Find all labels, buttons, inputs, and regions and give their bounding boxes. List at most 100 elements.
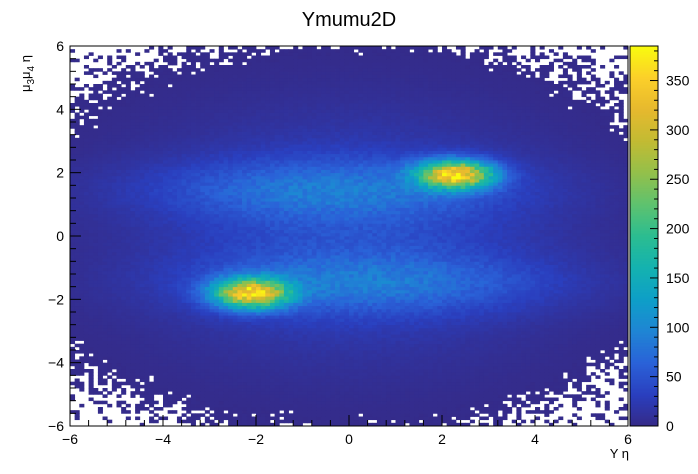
heatmap-cell xyxy=(302,343,308,348)
heatmap-cell xyxy=(614,289,620,294)
heatmap-cell xyxy=(330,302,336,307)
heatmap-cell xyxy=(423,283,429,288)
heatmap-cell xyxy=(70,302,76,307)
heatmap-cell xyxy=(418,400,424,405)
heatmap-cell xyxy=(279,384,285,389)
heatmap-cell xyxy=(325,334,331,338)
heatmap-cell xyxy=(604,283,610,288)
heatmap-cell xyxy=(311,375,317,379)
heatmap-cell xyxy=(153,350,159,354)
heatmap-cell xyxy=(465,372,471,376)
heatmap-cell xyxy=(562,362,568,367)
heatmap-cell xyxy=(167,305,173,310)
heatmap-cell xyxy=(367,356,373,360)
heatmap-cell xyxy=(307,384,313,389)
heatmap-cell xyxy=(246,407,252,411)
heatmap-cell xyxy=(437,413,443,417)
heatmap-cell xyxy=(455,400,461,405)
heatmap-cell xyxy=(390,318,396,322)
heatmap-cell xyxy=(237,359,243,364)
heatmap-cell xyxy=(442,340,448,345)
heatmap-cell xyxy=(381,365,387,370)
heatmap-cell xyxy=(590,286,596,291)
heatmap-cell xyxy=(488,337,494,341)
heatmap-cell xyxy=(88,375,94,379)
heatmap-cell xyxy=(311,410,317,414)
heatmap-cell xyxy=(446,331,452,335)
heatmap-cell xyxy=(488,388,494,392)
heatmap-cell xyxy=(302,365,308,370)
heatmap-cell xyxy=(521,327,527,332)
heatmap-cell xyxy=(181,391,187,395)
heatmap-cell xyxy=(149,296,155,300)
heatmap-cell xyxy=(181,327,187,332)
heatmap-cell xyxy=(237,337,243,341)
heatmap-cell xyxy=(181,381,187,386)
heatmap-cell xyxy=(158,312,164,316)
heatmap-cell xyxy=(83,296,89,300)
heatmap-cell xyxy=(497,400,503,405)
heatmap-cell xyxy=(428,324,434,329)
heatmap-cell xyxy=(567,308,573,313)
heatmap-cell xyxy=(409,353,415,357)
heatmap-cell xyxy=(418,365,424,370)
heatmap-cell xyxy=(432,334,438,338)
heatmap-cell xyxy=(311,315,317,319)
heatmap-cell xyxy=(325,391,331,395)
heatmap-cell xyxy=(442,353,448,357)
heatmap-cell xyxy=(511,337,517,341)
heatmap-cell xyxy=(102,381,108,386)
heatmap-cell xyxy=(455,327,461,332)
heatmap-cell xyxy=(381,419,387,424)
heatmap-cell xyxy=(181,299,187,303)
heatmap-cell xyxy=(330,375,336,379)
heatmap-cell xyxy=(572,372,578,376)
heatmap-cell xyxy=(521,315,527,319)
heatmap-cell xyxy=(125,353,131,357)
heatmap-cell xyxy=(321,312,327,316)
heatmap-cell xyxy=(195,283,201,288)
heatmap-cell xyxy=(125,293,131,297)
heatmap-cell xyxy=(395,308,401,313)
heatmap-cell xyxy=(507,375,513,379)
heatmap-cell xyxy=(581,312,587,316)
heatmap-cell xyxy=(432,293,438,297)
heatmap-cell xyxy=(451,375,457,379)
heatmap-cell xyxy=(423,337,429,341)
heatmap-cell xyxy=(79,403,85,408)
heatmap-cell xyxy=(83,350,89,354)
heatmap-cell xyxy=(465,305,471,310)
heatmap-cell xyxy=(339,324,345,329)
heatmap-cell xyxy=(195,280,201,284)
heatmap-cell xyxy=(121,321,127,326)
heatmap-cell xyxy=(204,318,210,322)
heatmap-cell xyxy=(307,419,313,424)
heatmap-cell xyxy=(204,391,210,395)
heatmap-cell xyxy=(139,407,145,411)
heatmap-cell xyxy=(325,346,331,351)
heatmap-cell xyxy=(316,293,322,297)
heatmap-cell xyxy=(390,407,396,411)
heatmap-cell xyxy=(502,375,508,379)
heatmap-cell xyxy=(176,286,182,291)
heatmap-cell xyxy=(460,362,466,367)
heatmap-cell xyxy=(618,369,624,373)
heatmap-cell xyxy=(595,400,601,405)
heatmap-cell xyxy=(269,369,275,373)
heatmap-cell xyxy=(321,302,327,307)
heatmap-cell xyxy=(121,296,127,300)
heatmap-cell xyxy=(130,365,136,370)
heatmap-cell xyxy=(144,400,150,405)
heatmap-cell xyxy=(335,331,341,335)
heatmap-cell xyxy=(330,299,336,303)
heatmap-cell xyxy=(135,356,141,360)
heatmap-cell xyxy=(335,375,341,379)
heatmap-cell xyxy=(144,289,150,294)
heatmap-cell xyxy=(232,296,238,300)
heatmap-cell xyxy=(260,365,266,370)
heatmap-cell xyxy=(428,305,434,310)
heatmap-cell xyxy=(469,410,475,414)
heatmap-cell xyxy=(293,340,299,345)
heatmap-cell xyxy=(246,362,252,367)
heatmap-cell xyxy=(204,305,210,310)
